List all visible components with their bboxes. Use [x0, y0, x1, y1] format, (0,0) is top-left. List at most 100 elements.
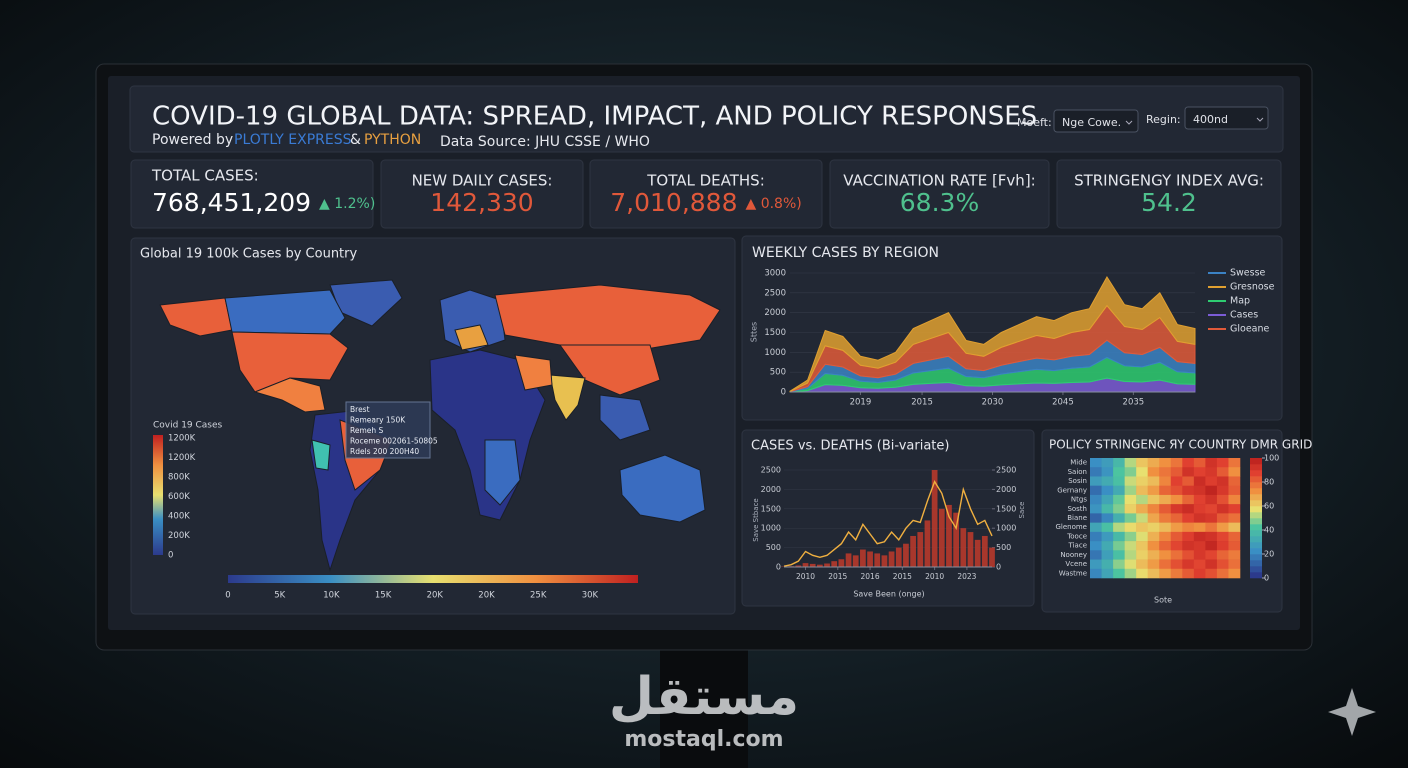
heat-cell: [1170, 522, 1183, 533]
map-title: Global 19 100k Cases by Country: [140, 247, 357, 262]
heat-cell: [1216, 559, 1229, 570]
heat-cell: [1113, 541, 1125, 551]
heat-cell: [1113, 568, 1125, 579]
heat-cell: [1216, 494, 1229, 505]
heat-cell: [1159, 568, 1172, 579]
heat-cell: [1101, 458, 1114, 468]
colorbar-label: 0: [1264, 574, 1269, 583]
heat-cell: [1113, 504, 1125, 514]
colorbar-label: 20: [1264, 550, 1274, 559]
kpi-card: [589, 159, 823, 229]
heat-cell: [1205, 522, 1218, 533]
y2-tick-label: 1000: [996, 524, 1016, 533]
bar: [816, 564, 823, 567]
country: [484, 439, 521, 506]
country: [231, 331, 349, 393]
kpi-label: STRINGENGY INDEX AVG:: [1074, 172, 1264, 190]
kpi-card: [1056, 159, 1282, 229]
row-label: Wastme: [1059, 569, 1087, 577]
kpi-number: 54.2: [1141, 188, 1197, 217]
x-tick-label: 2030: [982, 398, 1004, 408]
tooltip-line: Brest: [350, 405, 370, 414]
heat-cell: [1228, 559, 1241, 570]
heat-cell: [1113, 559, 1125, 570]
heat-cell: [1182, 531, 1195, 542]
heat-cell: [1228, 522, 1241, 533]
heat-cell: [1147, 550, 1160, 560]
heat-cell: [1159, 559, 1172, 570]
y-tick-label: 500: [766, 543, 781, 552]
heat-cell: [1170, 504, 1183, 514]
scale-label: 15K: [375, 591, 392, 601]
heat-cell: [1159, 467, 1172, 477]
heat-cell: [1090, 513, 1102, 523]
heat-cell: [1147, 541, 1160, 551]
heat-cell: [1124, 568, 1137, 579]
heat-cell: [1205, 550, 1218, 560]
heat-cell: [1205, 568, 1218, 579]
kpi-number: 68.3%: [900, 188, 979, 217]
tooltip-line: Remeary 150K: [350, 416, 406, 425]
heat-cell: [1170, 467, 1183, 477]
heat-cell: [1193, 467, 1206, 477]
colorbar-label: 1200K: [168, 434, 196, 444]
heat-cell: [1205, 476, 1218, 486]
heat-cell: [1182, 504, 1195, 514]
heat-cell: [1228, 568, 1241, 579]
legend-label: Swesse: [1230, 268, 1266, 279]
heat-cell: [1113, 458, 1125, 468]
heat-cell: [1136, 568, 1148, 579]
colorbar-label: 80: [1264, 478, 1274, 487]
select-box[interactable]: [1053, 109, 1139, 133]
country: [253, 377, 326, 413]
heat-cell: [1090, 531, 1102, 542]
heat-cell: [1090, 476, 1102, 486]
heat-cell: [1101, 476, 1114, 486]
control-value[interactable]: 400nd: [1193, 113, 1228, 126]
colorbar-segment: [1250, 524, 1262, 531]
bar: [824, 563, 830, 567]
country: [224, 289, 346, 335]
heat-cell: [1124, 550, 1137, 560]
colorbar-label: 800K: [168, 473, 190, 483]
heat-cell: [1170, 559, 1183, 570]
y-tick-label: 1500: [761, 504, 781, 513]
kpi-label: VACCINATION RATE [Fvh]:: [843, 172, 1035, 190]
heat-cell: [1170, 476, 1183, 486]
heat-cell: [1090, 522, 1102, 533]
colorbar-segment: [1250, 554, 1262, 561]
heat-cell: [1216, 504, 1229, 514]
heat-cell: [1147, 476, 1160, 486]
heat-cell: [1193, 522, 1206, 533]
heat-cell: [1182, 550, 1195, 560]
heat-cell: [1101, 494, 1114, 505]
heat-cell: [1170, 494, 1183, 505]
heat-cell: [1101, 568, 1114, 579]
y-tick-label: 0: [776, 563, 781, 572]
y-tick-label: 3000: [764, 269, 786, 279]
control-value[interactable]: Nge Cowe.: [1062, 116, 1121, 129]
heat-cell: [1228, 513, 1241, 523]
heat-cell: [1182, 485, 1195, 496]
colorbar-segment: [1250, 548, 1262, 555]
heat-cell: [1090, 458, 1102, 468]
heat-cell: [1216, 485, 1229, 496]
colorbar-segment: [1250, 530, 1262, 537]
kpi-value: 142,330: [430, 188, 533, 217]
heat-cell: [1147, 504, 1160, 514]
kpi-number: 7,010,888: [610, 188, 737, 217]
kpi-card: [829, 159, 1050, 229]
x-tick-label: 2015: [911, 398, 933, 408]
heat-cell: [1228, 531, 1241, 542]
colorbar-segment: [1250, 482, 1262, 489]
bar: [946, 504, 952, 567]
heat-cell: [1205, 513, 1218, 523]
select-box[interactable]: [1184, 106, 1269, 130]
heat-cell: [1101, 467, 1114, 477]
y2-tick-label: 2500: [996, 466, 1016, 475]
heat-cell: [1159, 494, 1172, 505]
line-series: [783, 480, 993, 567]
row-label: Mide: [1070, 459, 1087, 467]
heat-cell: [1124, 467, 1137, 477]
